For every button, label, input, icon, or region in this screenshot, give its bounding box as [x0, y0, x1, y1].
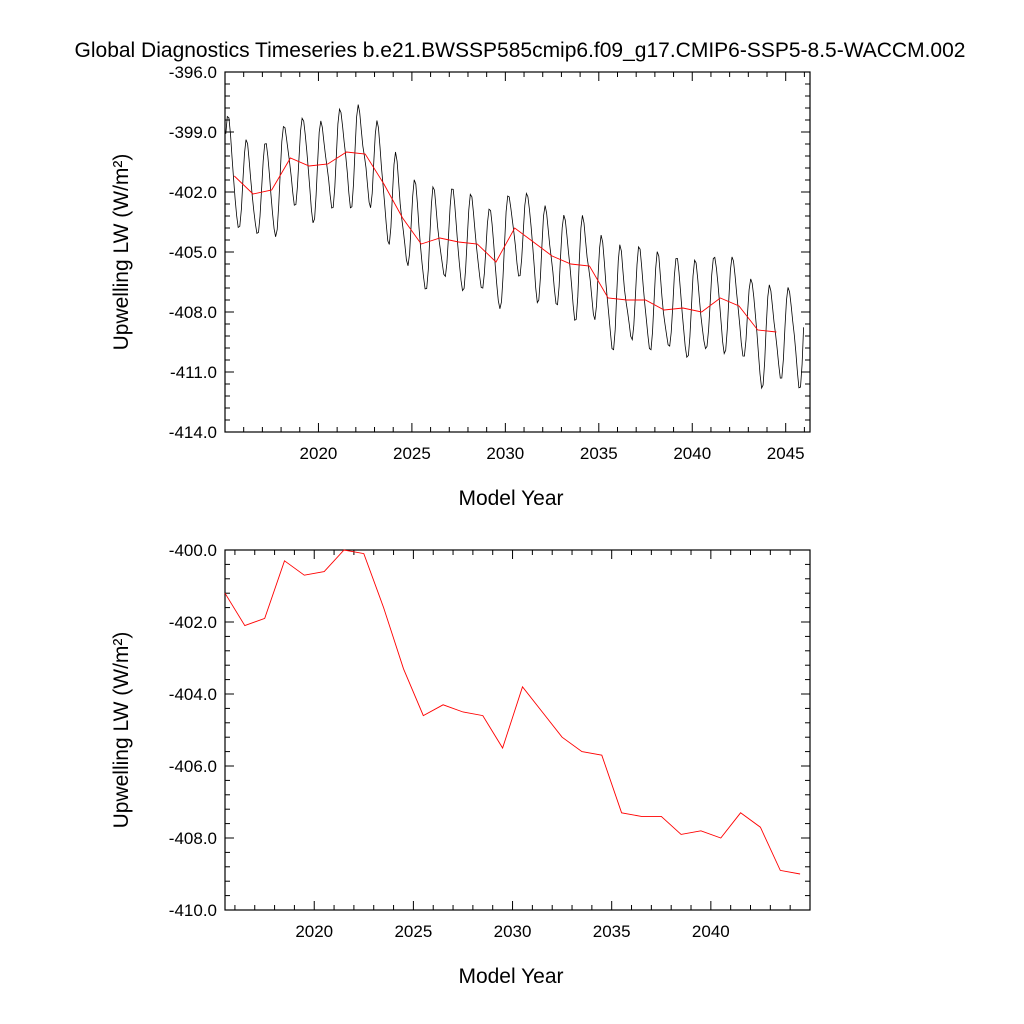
y-tick-label: -411.0 [170, 363, 217, 382]
bottom-y-axis-label: Upwelling LW (W/m²) [110, 632, 133, 829]
x-tick-label: 2020 [295, 922, 333, 941]
y-tick-label: -408.0 [169, 303, 217, 322]
x-tick-label: 2045 [767, 444, 805, 463]
y-tick-label: -408.0 [169, 829, 217, 848]
top-plot-frame [224, 71, 811, 433]
top-y-axis-label: Upwelling LW (W/m²) [110, 154, 133, 351]
y-tick-label: -405.0 [169, 243, 217, 262]
y-tick-label: -400.0 [169, 541, 217, 560]
x-tick-label: 2040 [692, 922, 730, 941]
annual-mean-series-line [224, 549, 801, 875]
x-tick-label: 2035 [580, 444, 618, 463]
y-tick-label: -406.0 [169, 757, 217, 776]
top-panel: Model Year Upwelling LW (W/m²) -396.0 -39… [110, 63, 811, 510]
x-tick-label: 2030 [494, 922, 532, 941]
annual-mean-series-line [233, 151, 777, 333]
y-tick-label: -402.0 [169, 183, 217, 202]
x-tick-label: 2025 [393, 444, 431, 463]
x-tick-label: 2030 [486, 444, 524, 463]
bottom-x-axis-label: Model Year [458, 965, 563, 988]
y-tick-label: -410.0 [169, 901, 217, 920]
y-tick-label: -402.0 [169, 613, 217, 632]
x-tick-label: 2035 [593, 922, 631, 941]
bottom-plot-frame [224, 549, 811, 911]
x-tick-label: 2020 [300, 444, 338, 463]
x-tick-label: 2040 [673, 444, 711, 463]
y-tick-label: -399.0 [169, 123, 217, 142]
y-tick-label: -404.0 [169, 685, 217, 704]
y-tick-label: -414.0 [169, 423, 217, 442]
y-tick-label: -396.0 [169, 63, 217, 82]
x-tick-label: 2025 [394, 922, 432, 941]
monthly-series-line [225, 104, 804, 390]
top-x-axis-label: Model Year [458, 487, 563, 510]
chart-title: Global Diagnostics Timeseries b.e21.BWSS… [75, 39, 966, 62]
bottom-panel: Model Year Upwelling LW (W/m²) -400.0 -40… [110, 541, 811, 988]
